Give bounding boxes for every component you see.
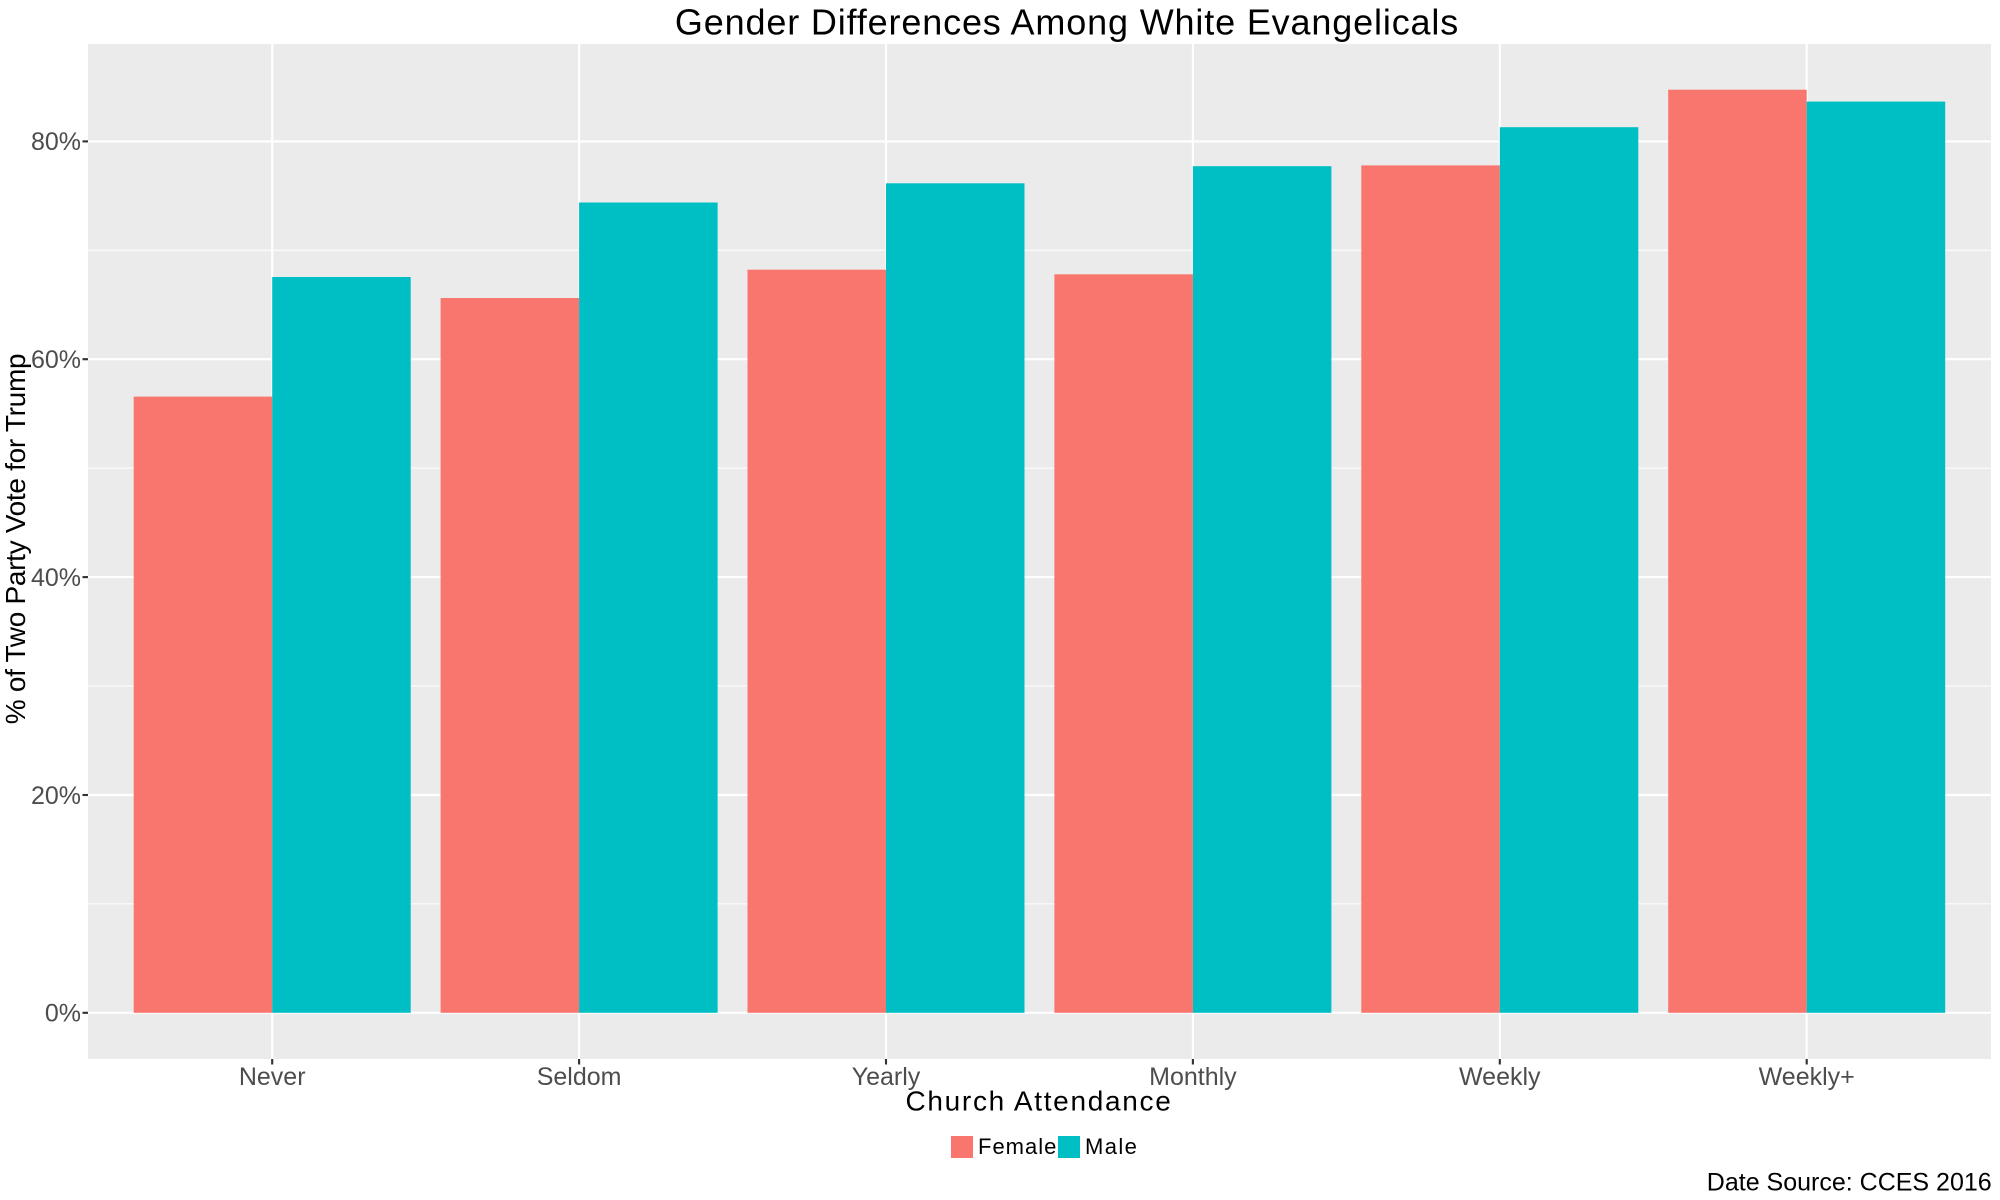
svg-text:Weekly+: Weekly+ [1759, 1063, 1855, 1091]
svg-text:Weekly: Weekly [1459, 1063, 1541, 1091]
svg-text:Church Attendance: Church Attendance [905, 1086, 1172, 1117]
svg-text:80%: 80% [31, 128, 81, 156]
svg-text:Monthly: Monthly [1149, 1063, 1237, 1091]
svg-text:Male: Male [1085, 1134, 1138, 1159]
svg-text:Female: Female [978, 1134, 1057, 1159]
svg-text:Gender Differences Among White: Gender Differences Among White Evangelic… [675, 2, 1459, 43]
svg-text:0%: 0% [45, 1000, 81, 1028]
svg-text:20%: 20% [31, 782, 81, 810]
svg-text:Seldom: Seldom [537, 1063, 622, 1091]
svg-text:Yearly: Yearly [852, 1063, 921, 1091]
svg-text:Date Source: CCES 2016: Date Source: CCES 2016 [1707, 1168, 1992, 1196]
svg-text:40%: 40% [31, 564, 81, 592]
svg-text:Never: Never [239, 1063, 306, 1091]
svg-text:60%: 60% [31, 346, 81, 374]
svg-text:% of Two Party Vote for Trump: % of Two Party Vote for Trump [0, 354, 31, 725]
